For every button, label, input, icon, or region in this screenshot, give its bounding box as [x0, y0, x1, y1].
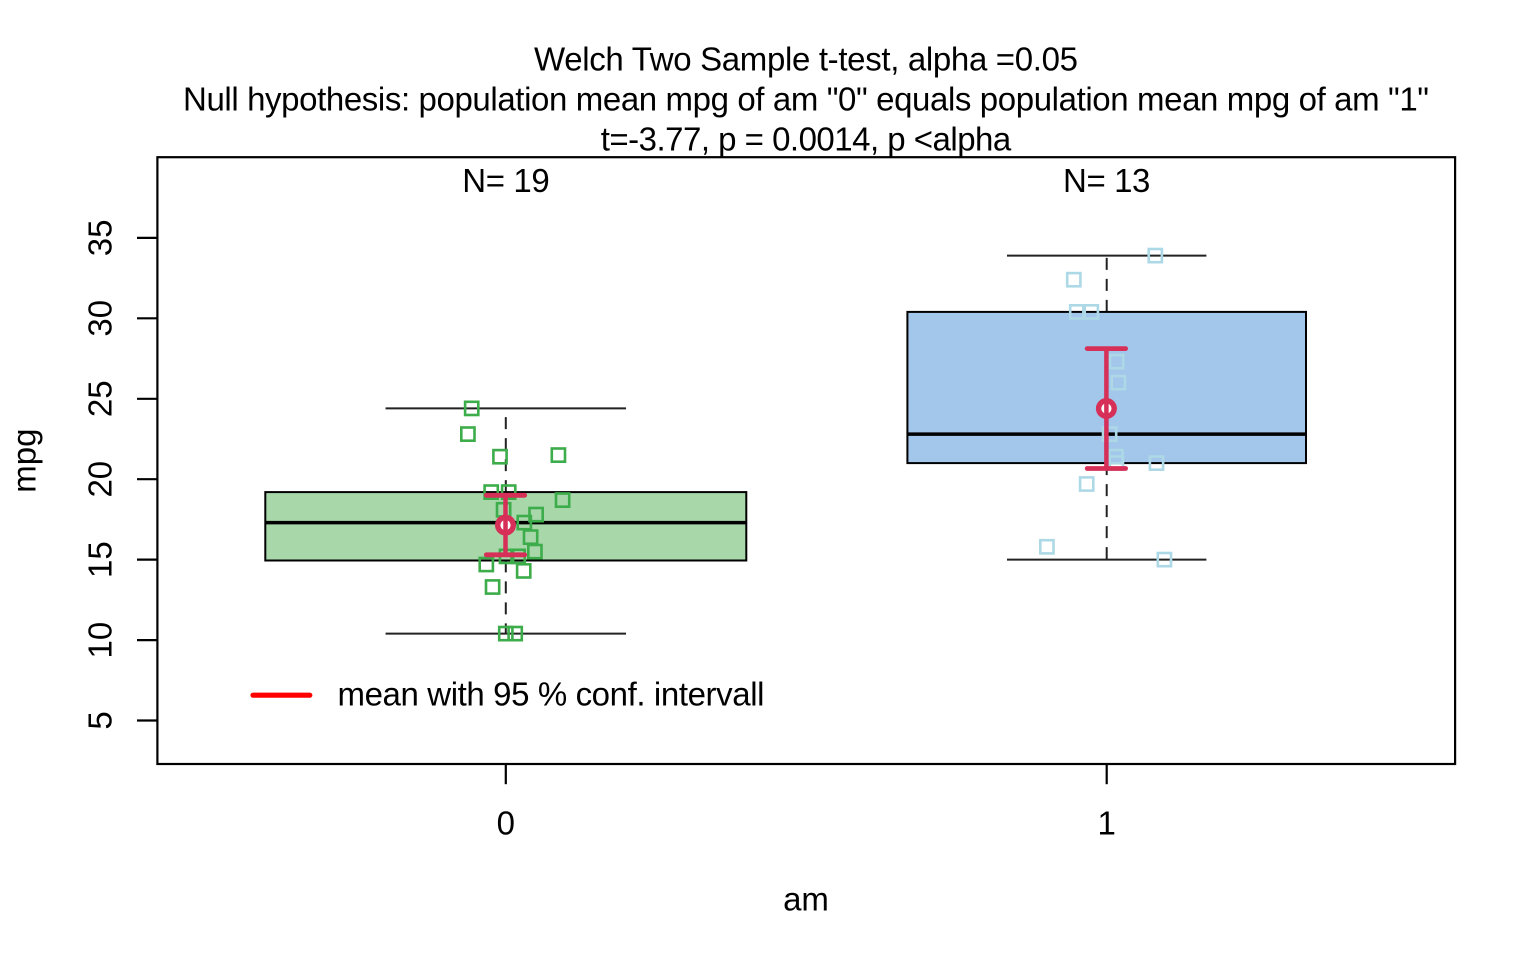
svg-text:Null hypothesis: population me: Null hypothesis: population mean mpg of … — [183, 81, 1429, 118]
svg-text:15: 15 — [82, 541, 119, 578]
svg-text:Welch Two Sample t-test, alpha: Welch Two Sample t-test, alpha =0.05 — [534, 41, 1078, 78]
svg-text:N= 19: N= 19 — [462, 162, 549, 199]
svg-text:mean with 95 % conf. intervall: mean with 95 % conf. intervall — [338, 676, 765, 713]
svg-text:5: 5 — [82, 711, 119, 729]
svg-text:1: 1 — [1098, 805, 1116, 842]
svg-text:20: 20 — [82, 461, 119, 498]
svg-text:30: 30 — [82, 300, 119, 337]
svg-text:mpg: mpg — [6, 428, 43, 492]
svg-text:35: 35 — [82, 220, 119, 257]
svg-text:25: 25 — [82, 380, 119, 417]
svg-text:10: 10 — [82, 622, 119, 659]
svg-text:am: am — [783, 881, 829, 918]
svg-text:0: 0 — [497, 805, 515, 842]
svg-text:N= 13: N= 13 — [1063, 162, 1150, 199]
svg-text:t=-3.77, p = 0.0014, p <alpha: t=-3.77, p = 0.0014, p <alpha — [601, 120, 1012, 157]
